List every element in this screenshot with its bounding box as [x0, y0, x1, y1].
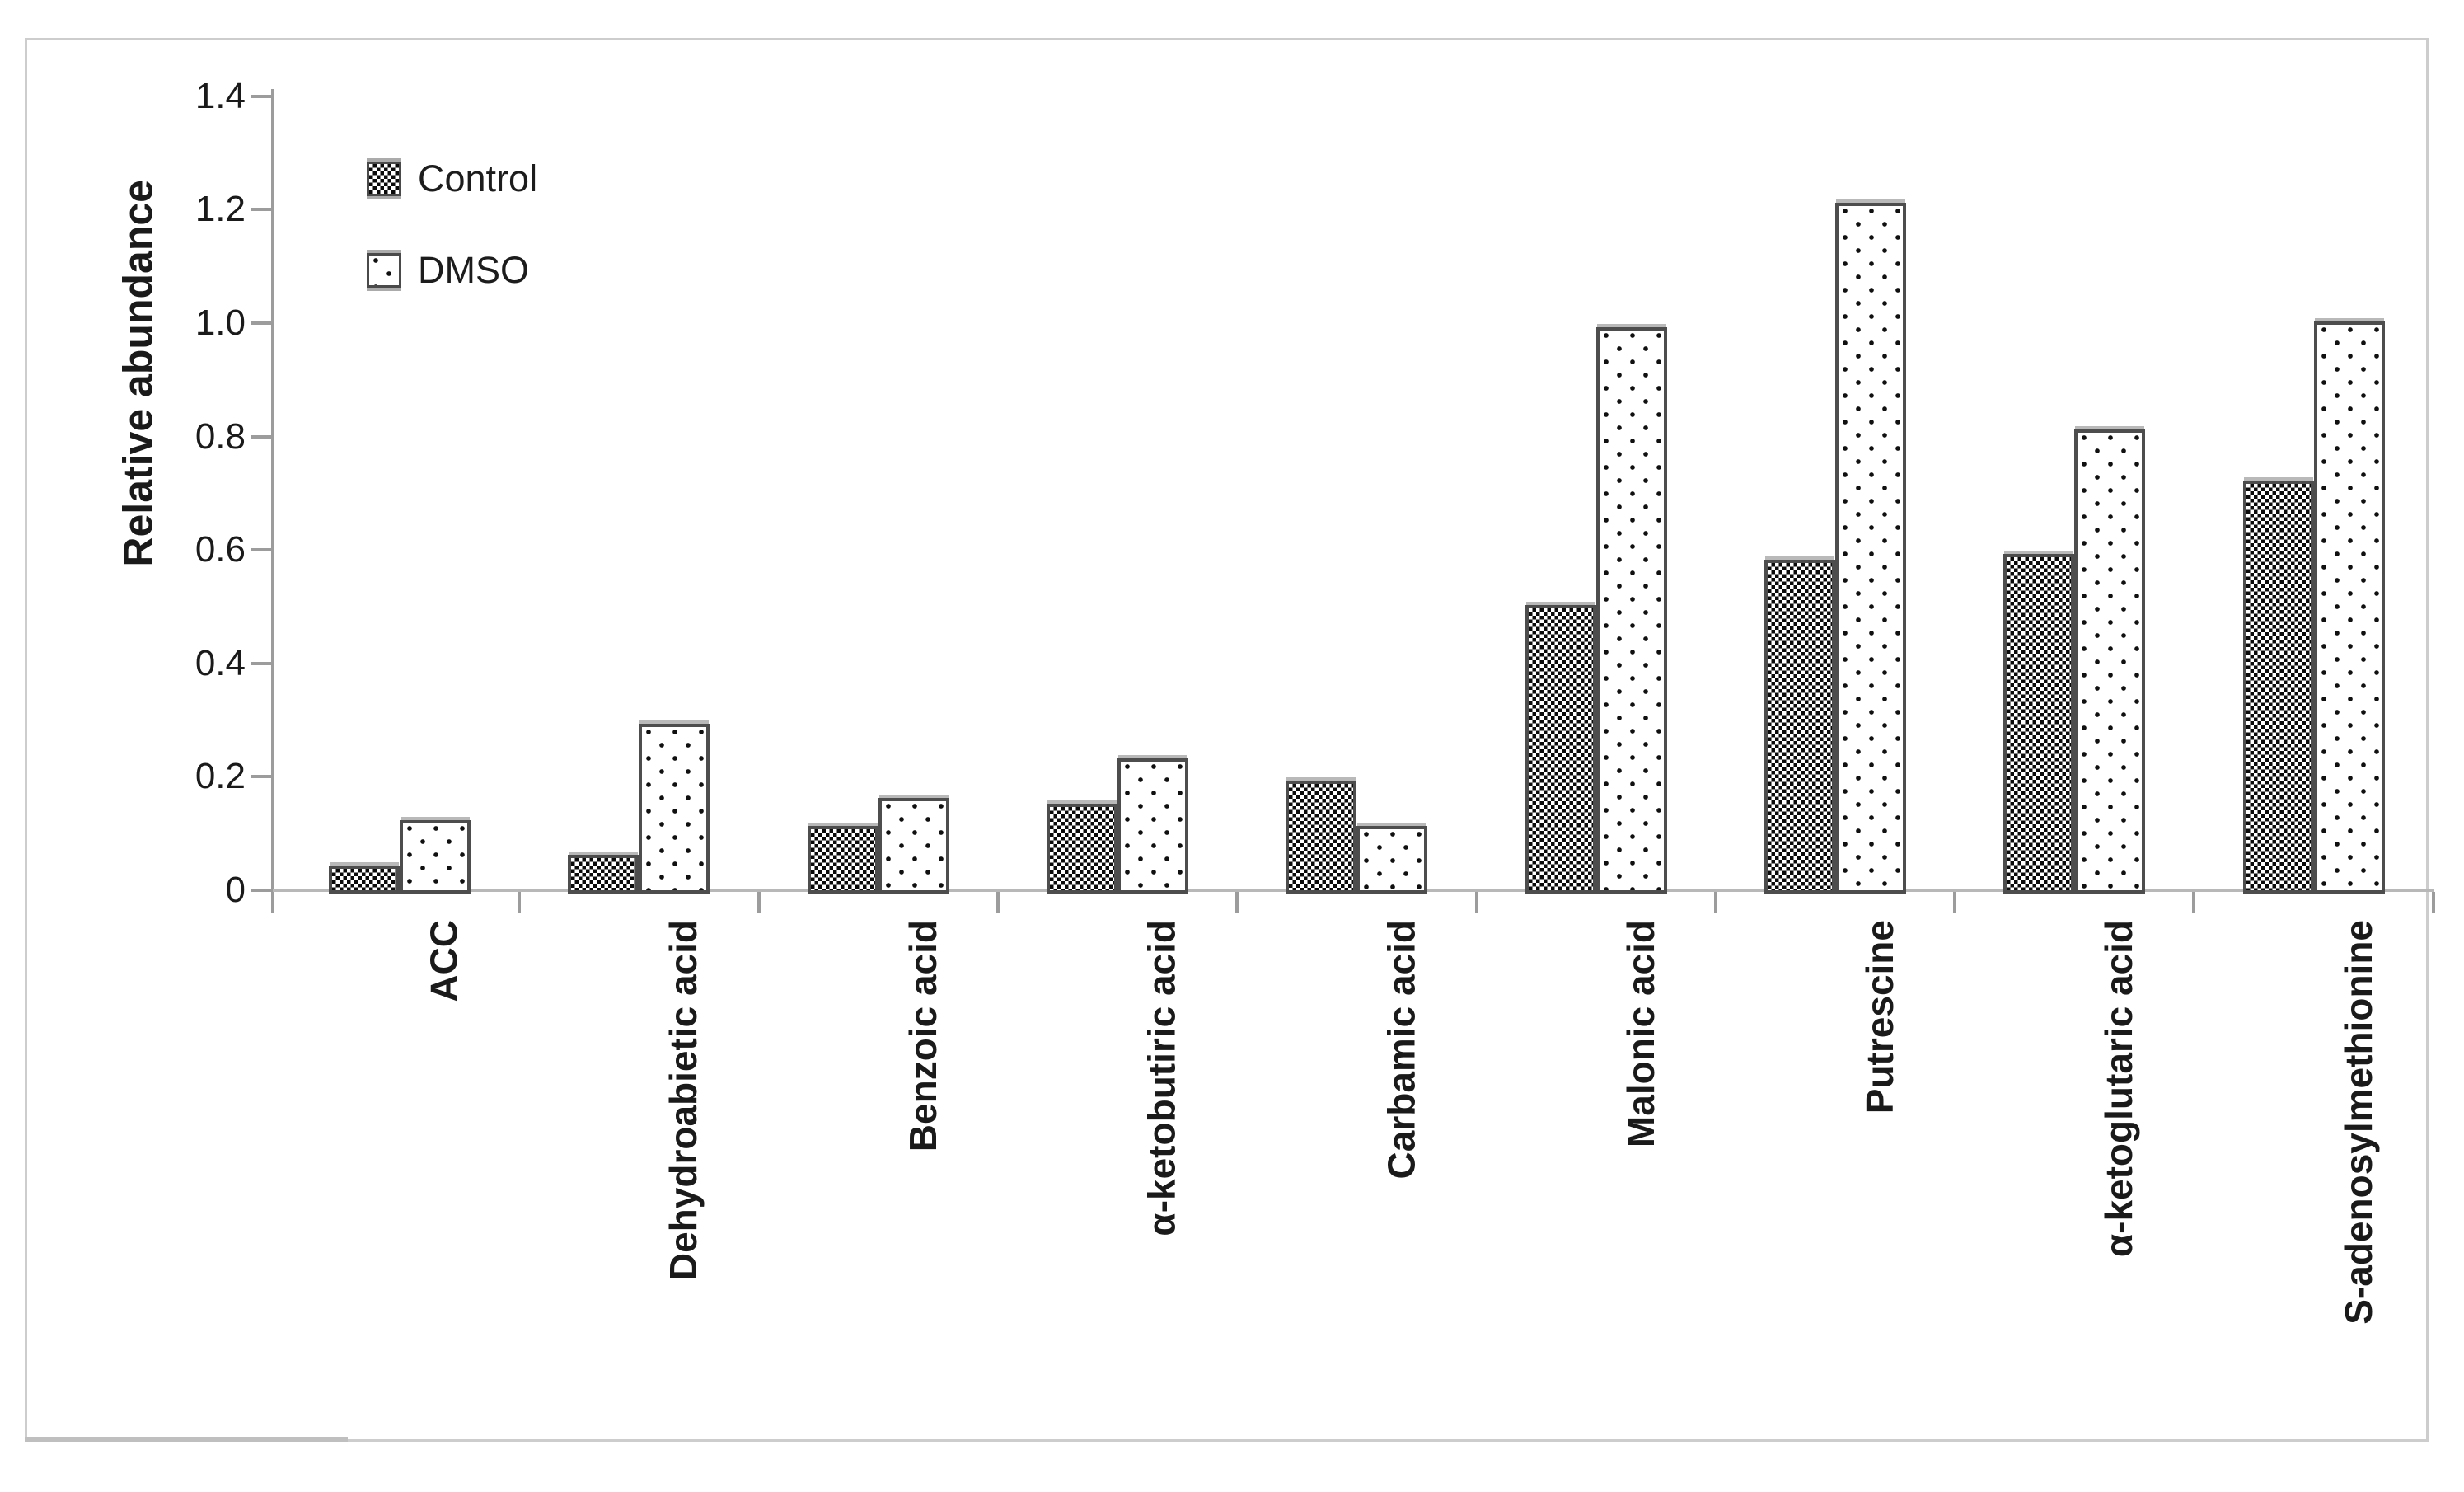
- y-tick-label: 1.4: [194, 75, 246, 116]
- x-tick-mark: [1953, 892, 1957, 913]
- category-label: Putrescine: [1857, 920, 1901, 1114]
- legend: Control DMSO: [367, 159, 537, 342]
- x-tick-mark: [1713, 892, 1717, 913]
- bar-dmso: [1595, 326, 1667, 894]
- legend-item-control: Control: [367, 159, 537, 199]
- bar-control: [2242, 480, 2314, 894]
- dotted-swatch-icon: [367, 253, 401, 288]
- bar-dmso: [1117, 758, 1189, 894]
- bar-dmso: [2313, 321, 2385, 894]
- y-tick-mark: [251, 548, 273, 552]
- bar-dmso: [639, 724, 710, 894]
- bar-control: [1047, 803, 1118, 894]
- y-tick-mark: [251, 661, 273, 665]
- x-tick-mark: [1474, 892, 1478, 913]
- category-label: Carbamic acid: [1380, 920, 1423, 1180]
- category-label: ACC: [423, 920, 466, 1002]
- bar-control: [568, 854, 639, 894]
- y-tick-mark: [251, 208, 273, 212]
- y-tick-label: 1.2: [194, 189, 246, 230]
- y-tick-label: 0.6: [194, 529, 246, 570]
- y-tick-label: 0.2: [194, 756, 246, 797]
- bar-dmso: [2074, 429, 2146, 894]
- bar-control: [1286, 781, 1357, 894]
- legend-label-dmso: DMSO: [418, 249, 529, 291]
- y-tick-mark: [251, 889, 273, 892]
- border-bottom-left-artifact: [25, 1437, 348, 1442]
- x-tick-mark: [995, 892, 1000, 913]
- category-label: Malonic acid: [1618, 920, 1662, 1148]
- category-label: Benzoic acid: [901, 920, 944, 1152]
- x-tick-mark: [757, 892, 761, 913]
- x-tick-mark: [1235, 892, 1239, 913]
- y-tick-label: 0: [225, 870, 246, 910]
- y-axis-line: [271, 89, 274, 913]
- bar-dmso: [400, 820, 471, 894]
- checkerboard-swatch-icon: [367, 162, 401, 196]
- y-tick-label: 1.0: [194, 303, 246, 343]
- bar-control: [1525, 605, 1596, 894]
- y-tick-mark: [251, 775, 273, 779]
- category-label: S-adenosylmethionine: [2336, 920, 2380, 1325]
- bar-control: [329, 866, 401, 894]
- bar-dmso: [1834, 202, 1906, 894]
- category-label: α-ketoglutaric acid: [2097, 920, 2141, 1258]
- bar-control: [1764, 559, 1835, 894]
- x-tick-mark: [2192, 892, 2196, 913]
- bar-dmso: [878, 797, 949, 894]
- bar-control: [807, 826, 878, 894]
- bar-control: [2003, 554, 2075, 894]
- y-tick-label: 0.4: [194, 642, 246, 683]
- y-tick-label: 0.8: [194, 415, 246, 457]
- category-label: Dehydroabietic acid: [662, 920, 705, 1281]
- y-tick-mark: [251, 434, 273, 439]
- y-tick-mark: [251, 94, 273, 98]
- legend-label-control: Control: [418, 157, 538, 199]
- category-label: α-ketobutiric acid: [1141, 920, 1184, 1236]
- y-tick-mark: [251, 321, 273, 325]
- bar-dmso: [1356, 826, 1428, 894]
- figure-border: [25, 38, 2429, 1442]
- x-tick-mark: [2431, 892, 2435, 913]
- x-tick-mark: [518, 892, 522, 913]
- legend-item-dmso: DMSO: [367, 251, 537, 290]
- y-axis-title: Relative abundance: [115, 180, 162, 567]
